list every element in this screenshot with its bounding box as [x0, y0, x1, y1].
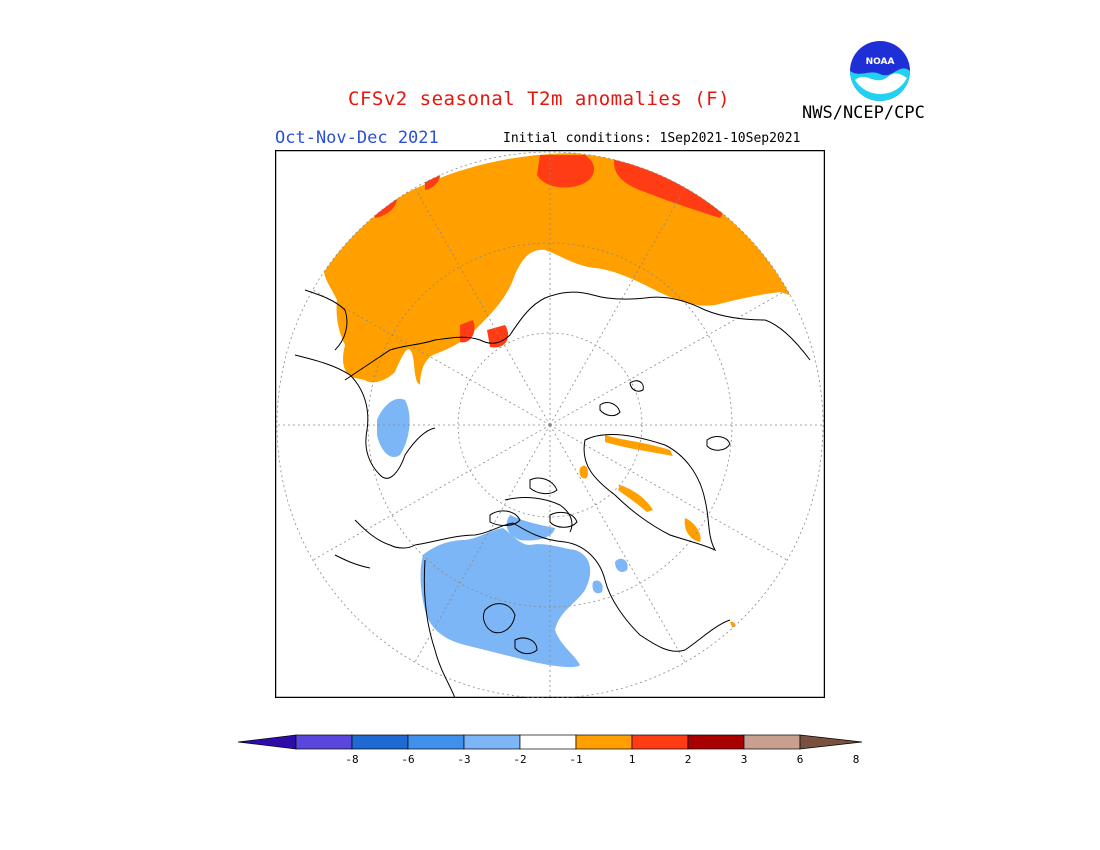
anomaly-red-north [537, 155, 595, 188]
graticule [276, 151, 824, 699]
colorbar: -8 -6 -3 -2 -1 1 2 3 6 8 [238, 734, 862, 766]
colorbar-label: 1 [629, 753, 636, 766]
map-panel [274, 149, 826, 699]
season-label: Oct-Nov-Dec 2021 [275, 128, 439, 148]
colorbar-label: 6 [797, 753, 804, 766]
colorbar-label: 3 [741, 753, 748, 766]
anomaly-north-america-blue [420, 528, 591, 668]
noaa-logo: NOAA [850, 41, 910, 101]
agency-label: NWS/NCEP/CPC [802, 103, 925, 123]
colorbar-swatch [743, 734, 801, 750]
colorbar-label: 8 [853, 753, 860, 766]
colorbar-swatch [407, 734, 465, 750]
colorbar-swatch [351, 734, 409, 750]
colorbar-swatch [463, 734, 521, 750]
anomaly-red-northeast [614, 155, 725, 218]
noaa-logo-text: NOAA [866, 57, 895, 67]
coastlines [294, 289, 811, 699]
colorbar-swatch [631, 734, 689, 750]
colorbar-low-arrow [238, 734, 297, 750]
colorbar-high-arrow [799, 734, 862, 750]
colorbar-swatch [519, 734, 577, 750]
colorbar-swatch [295, 734, 353, 750]
colorbar-label: -3 [457, 753, 470, 766]
anomaly-europe-blue [377, 398, 410, 458]
chart-title: CFSv2 seasonal T2m anomalies (F) [348, 88, 731, 110]
colorbar-label: -8 [345, 753, 358, 766]
colorbar-label: -6 [401, 753, 414, 766]
polar-map [274, 149, 826, 699]
colorbar-label: 2 [685, 753, 692, 766]
colorbar-label: -2 [513, 753, 526, 766]
colorbar-swatch [687, 734, 745, 750]
initial-conditions-label: Initial conditions: 1Sep2021-10Sep2021 [503, 131, 801, 146]
anomaly-greenland-orange [605, 435, 673, 456]
colorbar-swatch [575, 734, 633, 750]
anomaly-eurasia-orange [323, 152, 805, 385]
colorbar-label: -1 [569, 753, 582, 766]
